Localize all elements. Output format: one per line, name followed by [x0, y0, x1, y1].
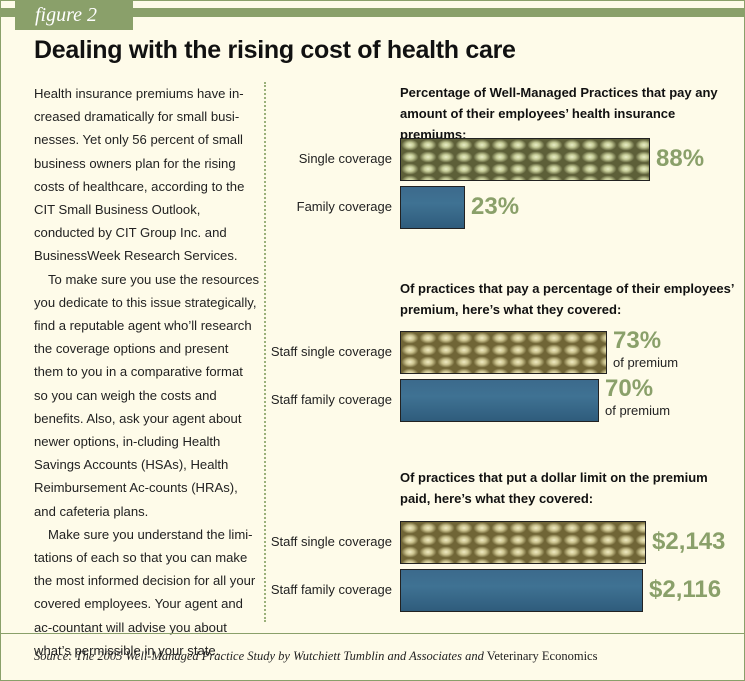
value-label: 70%	[605, 375, 654, 402]
bar-label: Staff single coverage	[270, 344, 392, 359]
body-paragraph-2: To make sure you use the resources you d…	[34, 271, 260, 519]
chart-title-2: Of practices that pay a percentage of th…	[400, 281, 734, 317]
bar	[400, 331, 607, 374]
source-italic: Source: The 2005 Well-Managed Practice S…	[34, 649, 484, 663]
bar-label: Staff family coverage	[270, 582, 392, 597]
value-label: 23%	[471, 193, 520, 220]
bar-label: Staff single coverage	[270, 534, 392, 549]
body-text: Health insurance premiums have in-crease…	[34, 82, 260, 662]
bar	[400, 379, 599, 422]
value-sublabel: of premium	[613, 355, 679, 370]
body-paragraph-3: Make sure you understand the limi-tation…	[34, 526, 256, 658]
body-paragraph-1: Health insurance premiums have in-crease…	[34, 86, 245, 264]
source-note: Source: The 2005 Well-Managed Practice S…	[34, 649, 597, 664]
value-label: 73%	[613, 327, 662, 354]
top-rule	[0, 8, 745, 17]
source-plain: Veterinary Economics	[486, 649, 598, 663]
bar	[400, 569, 643, 612]
bar	[400, 138, 650, 181]
figure-label: figure 2	[15, 0, 133, 30]
bottom-rule	[0, 633, 745, 634]
chart-title-3: Of practices that put a dollar limit on …	[400, 470, 708, 506]
value-label: $2,143	[652, 528, 726, 555]
bar	[400, 521, 646, 564]
value-sublabel: of premium	[605, 403, 671, 418]
bar	[400, 186, 465, 229]
chart-title-1: Percentage of Well-Managed Practices tha…	[400, 85, 718, 142]
column-divider	[264, 82, 266, 622]
value-label: $2,116	[649, 576, 722, 603]
value-label: 88%	[656, 145, 705, 172]
bar-label: Family coverage	[296, 199, 392, 214]
bar-label: Staff family coverage	[270, 392, 392, 407]
page-title: Dealing with the rising cost of health c…	[34, 36, 516, 64]
bar-label: Single coverage	[298, 151, 392, 166]
